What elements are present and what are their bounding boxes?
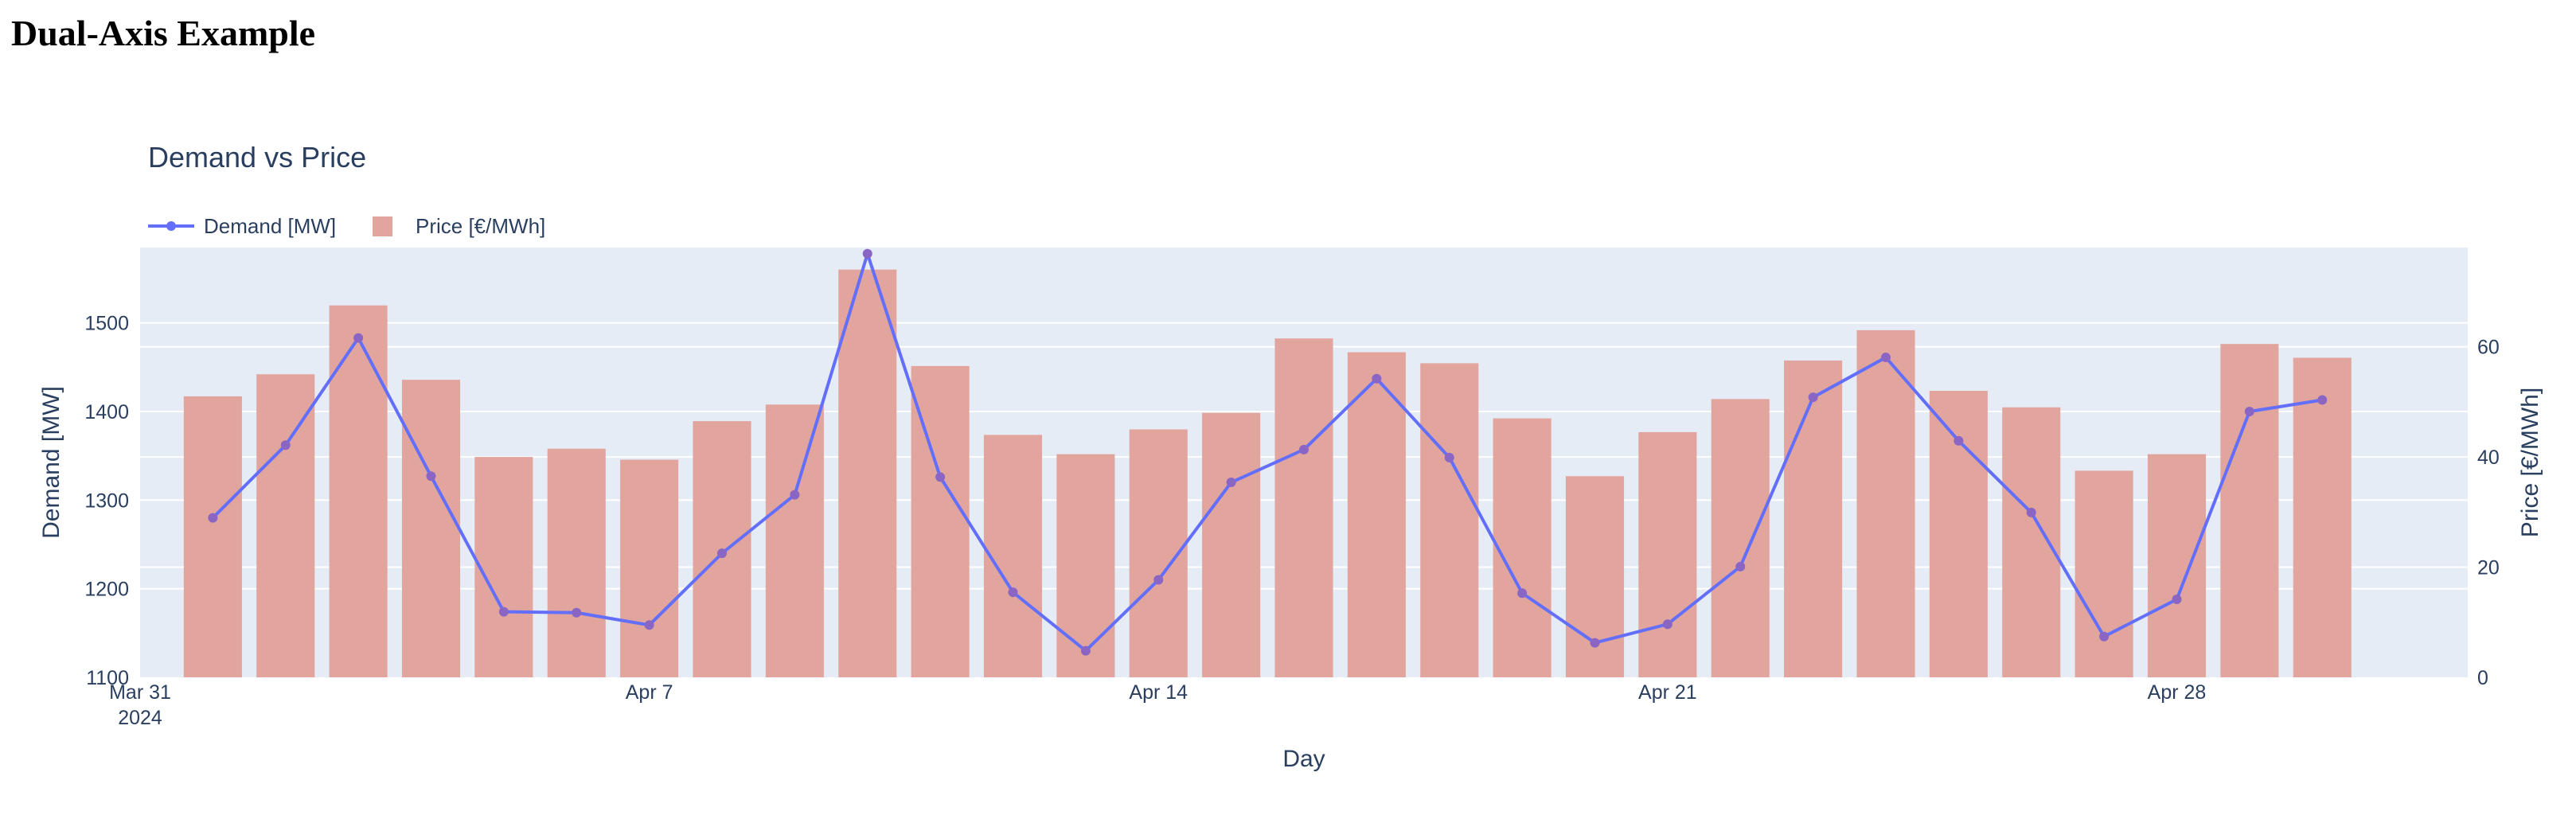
demand-point[interactable] (1372, 373, 1382, 384)
right-y-tick-label: 20 (2477, 557, 2500, 579)
price-bar[interactable] (2220, 344, 2279, 677)
legend-background (137, 209, 564, 248)
price-bar[interactable] (2002, 407, 2061, 677)
right-y-tick-label: 40 (2477, 447, 2500, 469)
x-axis-ticks: Mar 31 2024 Apr 7 Apr 14 Apr 21 Apr 28 (109, 681, 2206, 729)
x-tick-label: Apr 7 (626, 681, 673, 704)
price-bar[interactable] (1711, 399, 1770, 677)
demand-line-path (211, 252, 2323, 653)
x-axis-title: Day (1282, 746, 1325, 772)
demand-point[interactable] (2099, 631, 2110, 642)
demand-point[interactable] (498, 607, 509, 617)
legend-label-price: Price [€/MWh] (416, 214, 545, 238)
price-bar[interactable] (1856, 330, 1915, 677)
left-y-tick-label: 1400 (84, 401, 129, 423)
demand-point[interactable] (2026, 507, 2036, 517)
demand-point[interactable] (1590, 638, 1600, 648)
x-tick-label: Apr 21 (1638, 681, 1697, 704)
price-bar[interactable] (1056, 454, 1115, 677)
right-y-axis-title: Price [€/MWh] (2517, 388, 2543, 537)
demand-line (208, 248, 2328, 656)
demand-point[interactable] (1662, 619, 1672, 630)
left-y-tick-label: 1200 (84, 579, 129, 601)
price-bars (183, 269, 2352, 677)
x-tick-label: Apr 28 (2148, 681, 2207, 704)
legend-swatch-price (373, 216, 392, 236)
demand-point[interactable] (208, 513, 218, 523)
price-bar[interactable] (620, 459, 679, 677)
demand-point[interactable] (1517, 588, 1528, 599)
demand-point[interactable] (1953, 435, 1964, 446)
demand-point[interactable] (1153, 575, 1164, 585)
price-bar[interactable] (765, 404, 824, 677)
price-bar[interactable] (401, 380, 461, 677)
price-bar[interactable] (838, 269, 897, 677)
left-y-tick-label: 1100 (86, 667, 129, 689)
price-bar[interactable] (1493, 418, 1551, 677)
x-tick-sublabel: 2024 (118, 707, 162, 729)
price-bar[interactable] (1929, 391, 1988, 677)
demand-point[interactable] (572, 607, 582, 618)
demand-point[interactable] (280, 440, 291, 451)
price-bar[interactable] (983, 435, 1043, 677)
price-bar[interactable] (474, 457, 533, 677)
demand-point[interactable] (790, 490, 800, 500)
price-bar[interactable] (1420, 363, 1479, 677)
demand-point[interactable] (426, 471, 436, 482)
demand-point[interactable] (1299, 444, 1309, 454)
left-y-axis-title: Demand [MW] (38, 386, 64, 539)
legend-item-demand[interactable]: Demand [MW] (148, 214, 336, 238)
x-tick-label: Mar 31 (109, 681, 171, 704)
right-y-tick-label: 60 (2477, 337, 2500, 359)
price-bar[interactable] (183, 396, 242, 677)
demand-point[interactable] (1881, 353, 1891, 363)
price-bar[interactable] (256, 374, 315, 677)
x-tick-label: Apr 14 (1129, 681, 1188, 704)
legend-marker-demand (166, 221, 176, 231)
demand-point[interactable] (2172, 595, 2182, 605)
price-bar[interactable] (1638, 431, 1697, 677)
price-bar[interactable] (329, 305, 388, 677)
legend-label-demand: Demand [MW] (204, 214, 336, 238)
price-bar[interactable] (1202, 412, 1261, 677)
price-bar[interactable] (2074, 470, 2133, 677)
right-y-tick-label: 0 (2477, 667, 2488, 689)
demand-point[interactable] (862, 248, 872, 259)
demand-point[interactable] (717, 548, 727, 559)
demand-point[interactable] (935, 472, 946, 482)
price-bar[interactable] (1274, 338, 1333, 677)
demand-point[interactable] (353, 333, 364, 343)
demand-point[interactable] (1808, 392, 1818, 403)
left-y-tick-label: 1500 (84, 313, 129, 335)
demand-point[interactable] (1735, 561, 1746, 571)
legend[interactable]: Demand [MW] Price [€/MWh] (137, 209, 564, 248)
left-y-axis-ticks: 1100 1200 1300 1400 1500 (84, 313, 129, 689)
price-bar[interactable] (1347, 352, 1406, 677)
demand-point[interactable] (644, 620, 654, 630)
demand-point[interactable] (2244, 406, 2254, 416)
price-bar[interactable] (547, 448, 606, 677)
price-bar[interactable] (2147, 454, 2207, 677)
legend-item-price[interactable]: Price [€/MWh] (373, 214, 545, 238)
demand-point[interactable] (1226, 478, 1236, 488)
demand-point[interactable] (1008, 587, 1018, 598)
chart-title: Demand vs Price (148, 141, 366, 174)
demand-point[interactable] (1444, 452, 1454, 462)
price-bar[interactable] (2293, 357, 2352, 677)
demand-point[interactable] (1080, 646, 1091, 656)
left-y-tick-label: 1300 (84, 490, 129, 512)
demand-point[interactable] (2317, 395, 2328, 405)
right-y-axis-ticks: 0 20 40 60 (2477, 337, 2500, 689)
page-heading: Dual-Axis Example (11, 13, 316, 53)
price-bar[interactable] (1784, 360, 1843, 677)
